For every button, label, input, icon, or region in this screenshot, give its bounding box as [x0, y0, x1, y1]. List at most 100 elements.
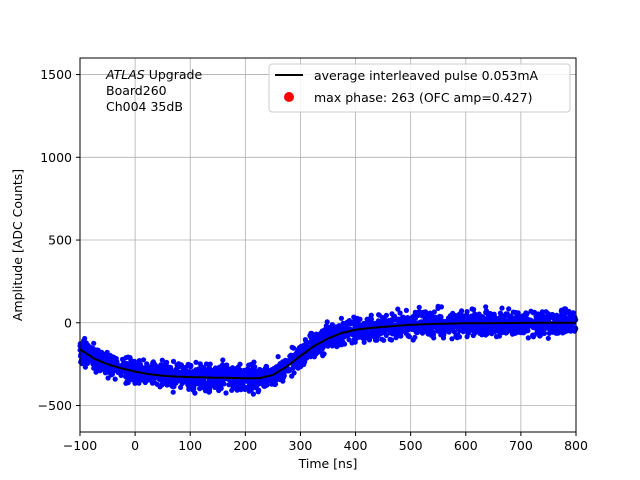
scatter-point [94, 353, 101, 359]
scatter-point [383, 332, 389, 338]
scatter-point [159, 357, 165, 363]
scatter-point [83, 343, 89, 349]
scatter-point [272, 381, 278, 388]
x-tick-label: 0 [131, 438, 139, 453]
scatter-point [105, 375, 111, 381]
scatter-point [178, 384, 184, 390]
scatter-point [223, 390, 229, 396]
annotation-line: ATLAS Upgrade [105, 67, 202, 82]
scatter-point [193, 359, 199, 365]
x-tick-label: 100 [178, 438, 202, 453]
annotation-line: Ch004 35dB [106, 99, 183, 114]
scatter-point [297, 360, 303, 366]
scatter-point [123, 360, 129, 366]
scatter-point [334, 344, 340, 350]
y-axis: −500 0 500 1000 1500 [38, 67, 80, 413]
scatter-point [256, 380, 262, 386]
scatter-point [416, 304, 422, 310]
scatter-point [499, 328, 505, 334]
x-tick-label: 300 [289, 438, 313, 453]
scatter-point [537, 329, 543, 335]
y-tick-label: 1500 [40, 67, 72, 82]
scatter-point [412, 334, 418, 340]
scatter-point [82, 335, 88, 342]
scatter-point [277, 376, 283, 382]
scatter-point [203, 361, 210, 367]
scatter-point [524, 316, 531, 322]
scatter-point [435, 303, 441, 309]
scatter-point [164, 382, 170, 388]
scatter-point [188, 363, 194, 369]
scatter-point [449, 336, 455, 342]
scatter-point [338, 315, 344, 321]
average-pulse-series [79, 321, 576, 380]
scatter-point [539, 309, 545, 315]
scatter-point [520, 330, 527, 336]
scatter-point [471, 306, 477, 313]
scatter-point [246, 362, 252, 368]
scatter-point [340, 334, 346, 340]
scatter-point [412, 326, 418, 332]
scatter-point [145, 375, 151, 381]
scatter-point [488, 314, 494, 320]
y-axis-label: Amplitude [ADC Counts] [10, 169, 25, 321]
scatter-point [346, 318, 352, 324]
x-tick-label: −100 [63, 438, 97, 453]
scatter-point [308, 339, 314, 345]
scatter-point [132, 377, 138, 383]
scatter-point [164, 359, 170, 365]
scatter-point [351, 314, 357, 320]
scatter-point [154, 381, 160, 387]
scatter-point [207, 361, 213, 367]
scatter-point [525, 335, 531, 341]
scatter-point [559, 314, 565, 320]
scatter-point [550, 312, 556, 318]
scatter-point [567, 313, 573, 319]
scatter-point [439, 331, 445, 337]
scatter-point [325, 343, 331, 349]
scatter-point [354, 331, 360, 337]
scatter-point [326, 324, 332, 330]
scatter-point [201, 365, 207, 371]
scatter-point [509, 316, 515, 322]
x-tick-label: 400 [344, 438, 368, 453]
scatter-point [522, 322, 528, 328]
scatter-point [308, 330, 314, 336]
scatter-point [424, 325, 430, 331]
scatter-point [99, 364, 105, 370]
scatter-point [518, 317, 524, 323]
scatter-point [304, 353, 310, 359]
scatter-point [252, 369, 258, 375]
scatter-point [136, 358, 142, 364]
scatter-point [89, 347, 95, 354]
scatter-point [471, 313, 477, 319]
scatter-point [224, 362, 230, 368]
scatter-point [229, 371, 235, 377]
scatter-point [141, 377, 147, 383]
plot-frame [79, 57, 577, 433]
scatter-point [247, 379, 253, 385]
x-tick-label: 200 [233, 438, 257, 453]
scatter-point [449, 327, 455, 333]
scatter-point [437, 313, 443, 319]
scatter-point [465, 324, 471, 330]
scatter-point [324, 319, 330, 325]
scatter-point [154, 369, 160, 375]
scatter-point [479, 332, 485, 338]
scatter-point [208, 372, 214, 378]
scatter-point [374, 327, 380, 333]
scatter-point [261, 383, 267, 389]
scatter-point [452, 318, 458, 324]
scatter-point [106, 365, 112, 371]
scatter-point [336, 324, 342, 331]
scatter-point [94, 367, 100, 374]
scatter-point [355, 319, 361, 325]
scatter-point [303, 338, 309, 344]
scatter-point [169, 383, 175, 389]
scatter-point [562, 306, 569, 312]
scatter-point [488, 327, 494, 333]
scatter-point [493, 334, 500, 340]
scatter-point [395, 306, 401, 312]
scatter-point [213, 368, 219, 374]
legend-label-average-pulse: average interleaved pulse 0.053mA [314, 68, 539, 83]
